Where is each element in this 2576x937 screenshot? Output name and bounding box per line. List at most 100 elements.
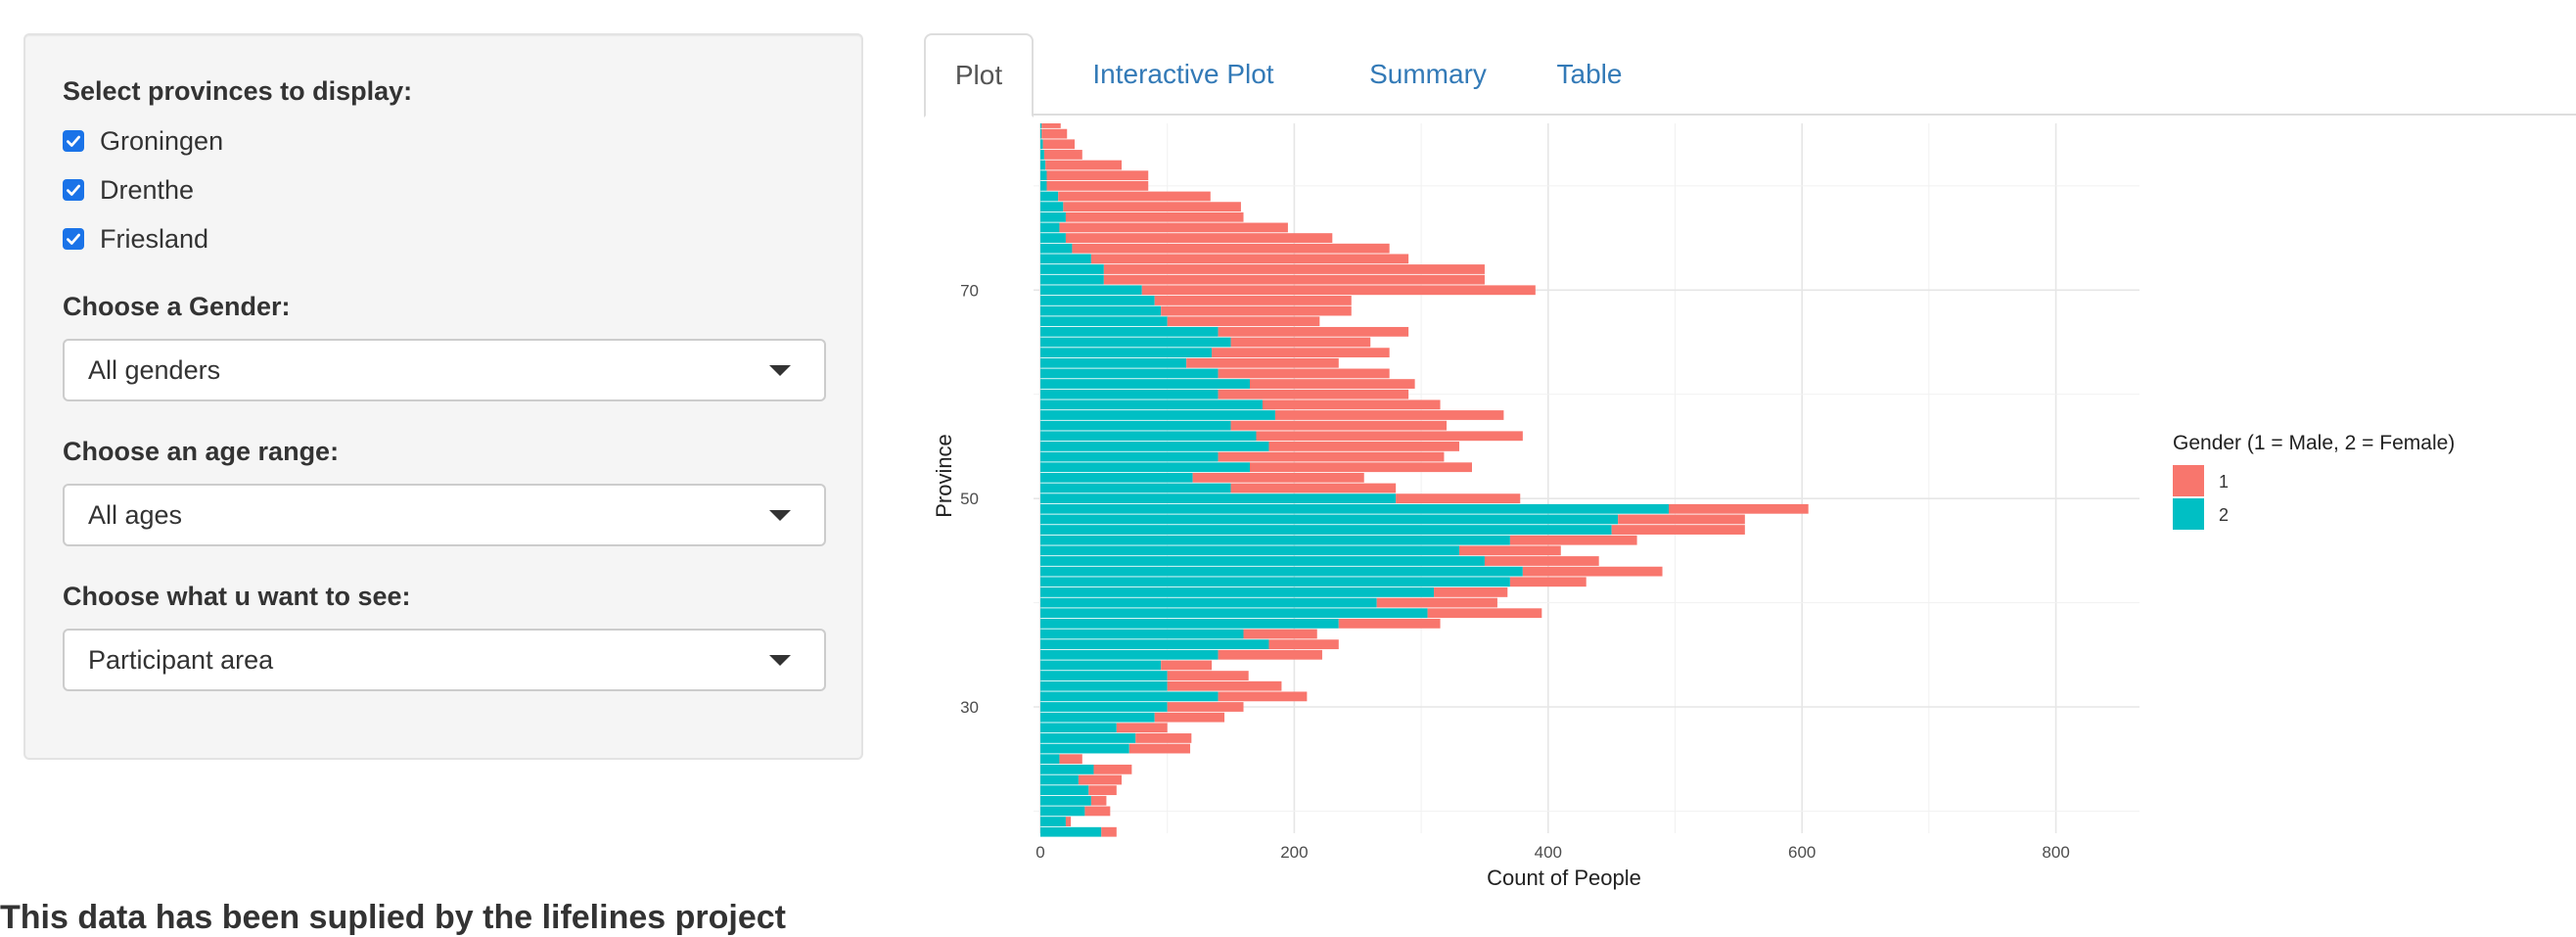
tab-summary[interactable]: Summary xyxy=(1369,59,1487,89)
y-axis-label: Province xyxy=(932,434,956,518)
age-select-value: All ages xyxy=(88,499,183,530)
bar-series-2 xyxy=(1040,123,1042,128)
bar-series-1 xyxy=(1088,785,1117,796)
bar-series-1 xyxy=(1161,305,1352,316)
bar-series-2 xyxy=(1040,680,1168,691)
legend-swatch-1 xyxy=(2173,465,2204,496)
legend-title: Gender (1 = Male, 2 = Female) xyxy=(2173,432,2455,454)
chart-bars xyxy=(1040,123,1809,837)
bar-series-1 xyxy=(1059,754,1082,765)
bar-series-2 xyxy=(1040,702,1168,712)
bar-series-2 xyxy=(1040,618,1339,629)
bar-series-2 xyxy=(1040,379,1251,389)
bar-series-1 xyxy=(1338,618,1441,629)
bar-series-1 xyxy=(1103,264,1485,274)
checkbox-label: Groningen xyxy=(100,125,224,156)
bar-series-1 xyxy=(1218,451,1445,462)
bar-series-1 xyxy=(1268,639,1339,650)
bar-series-1 xyxy=(1509,535,1637,545)
bar-series-1 xyxy=(1459,545,1561,556)
checkbox-drenthe[interactable]: Drenthe xyxy=(63,170,194,210)
bar-series-2 xyxy=(1040,483,1231,493)
x-tick-label: 600 xyxy=(1788,843,1816,862)
gender-select[interactable]: All genders xyxy=(63,339,826,401)
chart-legend: Gender (1 = Male, 2 = Female) 1 2 xyxy=(2173,432,2455,530)
bar-series-2 xyxy=(1040,451,1219,462)
bar-series-2 xyxy=(1040,597,1377,608)
bar-series-2 xyxy=(1040,170,1047,181)
bar-series-1 xyxy=(1046,170,1149,181)
bar-series-1 xyxy=(1230,337,1371,348)
bar-series-1 xyxy=(1078,774,1123,785)
bar-series-1 xyxy=(1618,514,1745,525)
bar-series-2 xyxy=(1040,556,1485,566)
bar-series-1 xyxy=(1046,180,1149,191)
bar-series-1 xyxy=(1509,577,1587,587)
bar-series-1 xyxy=(1063,202,1241,212)
x-tick-label: 0 xyxy=(1035,843,1044,862)
bar-series-2 xyxy=(1040,587,1435,597)
bar-series-1 xyxy=(1192,472,1364,483)
sidebar-panel: Select provinces to display: Groningen D… xyxy=(23,33,863,760)
tab-interactive-plot[interactable]: Interactive Plot xyxy=(1092,59,1274,89)
checkbox-groningen[interactable]: Groningen xyxy=(63,121,223,161)
bar-series-2 xyxy=(1040,296,1155,305)
stacked-bar-chart: 0 200 400 600 800 30 50 70 Count of People Prov… xyxy=(932,123,2455,890)
bar-series-2 xyxy=(1040,608,1428,619)
legend-swatch-2 xyxy=(2173,498,2204,530)
bar-series-2 xyxy=(1040,368,1219,379)
bar-series-1 xyxy=(1101,826,1117,837)
bar-series-2 xyxy=(1040,764,1094,774)
bar-series-2 xyxy=(1040,462,1251,473)
bar-series-1 xyxy=(1484,556,1599,566)
bar-series-1 xyxy=(1218,691,1308,702)
bar-series-1 xyxy=(1522,566,1663,577)
y-tick-label: 50 xyxy=(960,490,979,508)
checkbox-checked-icon[interactable] xyxy=(63,179,84,201)
bar-series-1 xyxy=(1256,431,1523,442)
bar-series-1 xyxy=(1161,660,1213,671)
bar-series-1 xyxy=(1093,764,1132,774)
bar-series-2 xyxy=(1040,316,1168,327)
bar-series-1 xyxy=(1154,296,1352,305)
bar-series-1 xyxy=(1396,493,1521,504)
bar-series-2 xyxy=(1040,254,1091,264)
bar-series-2 xyxy=(1040,410,1275,420)
bar-series-1 xyxy=(1262,399,1441,410)
bar-series-2 xyxy=(1040,817,1066,826)
checkbox-checked-icon[interactable] xyxy=(63,228,84,250)
bar-series-1 xyxy=(1212,348,1390,358)
bar-series-2 xyxy=(1040,326,1219,337)
chart-ticks: 0 200 400 600 800 30 50 70 xyxy=(960,281,2070,862)
bar-series-2 xyxy=(1040,535,1510,545)
bar-series-2 xyxy=(1040,493,1397,504)
age-select[interactable]: All ages xyxy=(63,484,826,546)
bar-series-2 xyxy=(1040,712,1155,723)
bar-series-1 xyxy=(1058,191,1211,202)
chevron-down-icon xyxy=(769,509,791,521)
chevron-down-icon xyxy=(769,364,791,376)
bar-series-1 xyxy=(1065,817,1072,826)
checkbox-friesland[interactable]: Friesland xyxy=(63,219,208,258)
bar-series-1 xyxy=(1128,743,1191,754)
checkbox-label: Drenthe xyxy=(100,174,195,205)
bar-series-2 xyxy=(1040,222,1060,233)
bar-series-1 xyxy=(1045,160,1123,170)
tab-bar: Plot Interactive Plot Summary Table xyxy=(924,33,2576,117)
view-select[interactable]: Participant area xyxy=(63,629,826,691)
bar-series-2 xyxy=(1040,399,1263,410)
tab-table[interactable]: Table xyxy=(1556,59,1623,89)
checkbox-checked-icon[interactable] xyxy=(63,130,84,152)
chevron-down-icon xyxy=(769,654,791,666)
bar-series-1 xyxy=(1167,680,1282,691)
bar-series-2 xyxy=(1040,629,1244,639)
bar-series-1 xyxy=(1041,123,1061,128)
bar-series-2 xyxy=(1040,514,1619,525)
tab-plot[interactable]: Plot xyxy=(924,33,1034,117)
bar-series-1 xyxy=(1103,274,1485,285)
x-axis-label: Count of People xyxy=(1487,866,1641,890)
bar-series-1 xyxy=(1218,326,1409,337)
bar-series-1 xyxy=(1167,702,1244,712)
bar-series-2 xyxy=(1040,128,1042,139)
x-tick-label: 400 xyxy=(1535,843,1562,862)
